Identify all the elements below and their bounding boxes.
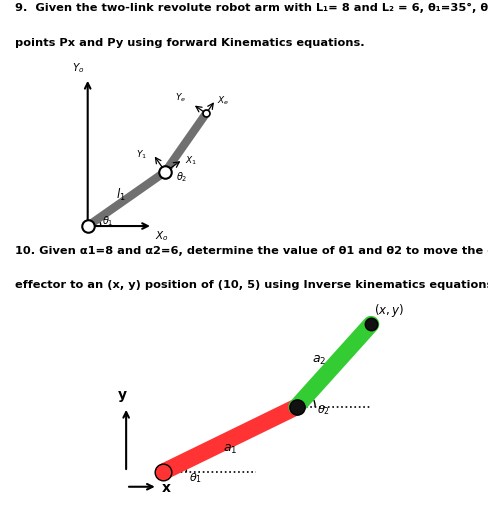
Text: $(x, y)$: $(x, y)$	[374, 301, 404, 318]
Text: y: y	[118, 388, 127, 402]
Text: $\theta_1$: $\theta_1$	[102, 214, 114, 228]
Text: $X_o$: $X_o$	[155, 229, 169, 243]
Text: $a_1$: $a_1$	[223, 442, 237, 455]
Text: points Px and Py using forward Kinematics equations.: points Px and Py using forward Kinematic…	[15, 38, 364, 48]
Text: $X_1$: $X_1$	[184, 154, 197, 166]
Text: effector to an (x, y) position of (10, 5) using Inverse kinematics equations.: effector to an (x, y) position of (10, 5…	[15, 280, 488, 290]
Text: $\theta_1$: $\theta_1$	[189, 470, 202, 484]
Text: x: x	[162, 480, 170, 494]
Text: $a_2$: $a_2$	[312, 353, 326, 366]
Text: $Y_o$: $Y_o$	[72, 62, 84, 75]
Text: $X_e$: $X_e$	[217, 95, 229, 107]
Text: $Y_1$: $Y_1$	[136, 149, 147, 161]
Text: $\theta_2$: $\theta_2$	[317, 403, 330, 416]
Text: $Y_e$: $Y_e$	[176, 91, 186, 103]
Text: $\theta_2$: $\theta_2$	[176, 169, 187, 183]
Text: 9.  Given the two-link revolute robot arm with L₁= 8 and L₂ = 6, θ₁=35°, θ₂=20° : 9. Given the two-link revolute robot arm…	[15, 3, 488, 13]
Text: $l_1$: $l_1$	[116, 186, 125, 203]
Text: 10. Given α1=8 and α2=6, determine the value of θ1 and θ2 to move the end: 10. Given α1=8 and α2=6, determine the v…	[15, 245, 488, 255]
